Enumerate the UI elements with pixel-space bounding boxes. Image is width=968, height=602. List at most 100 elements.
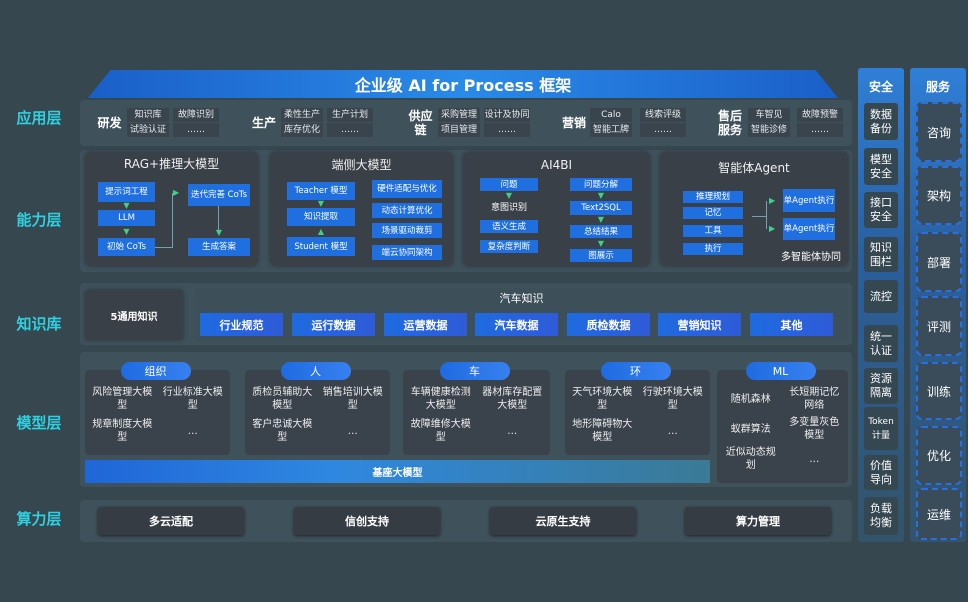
- app-group-label: 生产: [251, 116, 276, 130]
- app-group-label: 供应链: [408, 109, 433, 137]
- app-item: 生产计划: [327, 108, 373, 122]
- model-card: [245, 370, 390, 455]
- service-item: 运维: [916, 488, 962, 540]
- model-item: 销售培训大模型: [322, 387, 383, 411]
- edge-distill-box: 知识提取: [287, 208, 355, 226]
- model-group-header: 人: [280, 362, 351, 380]
- compute-item: 云原生支持: [490, 507, 636, 535]
- knowledge-item: 其他: [750, 313, 833, 336]
- model-item: 随机森林: [730, 393, 771, 405]
- service-item: 部署: [916, 232, 962, 292]
- arrow-right-icon: ▶: [769, 224, 776, 233]
- layer-label-knowledge: 知识库: [16, 314, 62, 333]
- agent-plan-box: 推理规划: [683, 191, 743, 203]
- model-item: …: [187, 425, 198, 437]
- rag-llm-box: LLM: [98, 210, 155, 226]
- app-item: ……: [797, 123, 843, 137]
- connector-line: [155, 247, 173, 248]
- model-item: 蚁群算法: [730, 423, 771, 435]
- ai4bi-title: AI4BI: [540, 158, 573, 172]
- model-item: 客户忠诚大模型: [252, 419, 313, 443]
- app-item: 试验认证: [127, 123, 169, 137]
- security-item: 模型安全: [864, 148, 898, 185]
- model-item: 行业标准大模型: [162, 387, 223, 411]
- knowledge-item: 行业规范: [200, 313, 283, 336]
- model-card: [403, 370, 550, 455]
- model-item: 风险管理大模型: [92, 387, 153, 411]
- app-item: 项目管理: [438, 123, 480, 137]
- model-item: …: [809, 453, 820, 465]
- agent-single1-box: 单Agent执行: [783, 189, 835, 212]
- agent-exec-box: 执行: [683, 243, 743, 255]
- connector-line: [172, 193, 173, 248]
- ai4bi-semantic-box: 语义生成: [480, 220, 538, 233]
- model-item: 规章制度大模型: [92, 419, 153, 443]
- compute-item: 多云适配: [98, 507, 244, 535]
- knowledge-item: 运营数据: [384, 313, 467, 336]
- ai4bi-summary-box: 总结结果: [570, 225, 632, 238]
- layer-label-compute: 算力层: [16, 509, 62, 528]
- app-item: 线索评级: [640, 108, 686, 122]
- knowledge-item: 运行数据: [292, 313, 375, 336]
- arrow-down-icon: ▼: [597, 215, 605, 224]
- agent-multi-label: 多智能体协同: [781, 251, 841, 263]
- model-card: [565, 370, 710, 455]
- agent-tool-box: 工具: [683, 225, 743, 237]
- model-group-header: 环: [600, 362, 671, 380]
- edge-student-box: Student 模型: [287, 237, 355, 256]
- agent-single2-box: 单Agent执行: [783, 218, 835, 240]
- model-item: 地形障碍物大模型: [572, 419, 633, 443]
- model-item: 器材库存配置大模型: [482, 387, 543, 411]
- arrow-down-icon: ▼: [123, 227, 130, 236]
- arrow-down-icon: ▼: [505, 191, 513, 200]
- app-group-label: 营销: [561, 116, 586, 130]
- security-title: 安全: [868, 79, 893, 94]
- security-item: 接口安全: [864, 192, 898, 228]
- rag-prompt-box: 提示词工程: [98, 182, 155, 202]
- arrow-down-icon: ▲: [317, 227, 325, 236]
- arrow-down-icon: ▼: [317, 199, 325, 208]
- title-banner: 企业级 AI for Process 框架: [88, 70, 838, 98]
- model-item: 长短期记忆网络: [789, 387, 840, 411]
- layer-label-app: 应用层: [16, 108, 62, 127]
- app-item: 车智见: [748, 108, 790, 122]
- model-item: 质检员辅助大模型: [252, 387, 313, 411]
- model-group-header: 车: [439, 362, 510, 380]
- app-item: 设计及协同: [484, 108, 530, 122]
- ai4bi-decompose-box: 问题分解: [570, 178, 632, 191]
- edge-teacher-box: Teacher 模型: [287, 182, 355, 200]
- layer-label-ability: 能力层: [16, 210, 62, 229]
- edge-scene-box: 场景驱动裁剪: [372, 223, 442, 238]
- model-item: 天气环境大模型: [572, 387, 633, 411]
- service-item: 优化: [916, 426, 962, 485]
- arrow-down-icon: ▼: [215, 228, 223, 237]
- app-item: 库存优化: [281, 123, 323, 137]
- app-item: ……: [484, 123, 530, 137]
- service-item: 训练: [916, 362, 962, 420]
- agent-memory-box: 记忆: [683, 207, 743, 219]
- edge-cloud-box: 端云协同架构: [372, 245, 442, 260]
- security-item: 负载均衡: [864, 497, 898, 535]
- security-item: Token计量: [864, 407, 898, 450]
- app-item: 智能诊修: [748, 123, 790, 137]
- model-group-header: ML: [745, 362, 816, 380]
- connector-line: [766, 201, 767, 229]
- app-group-label: 售后服务: [717, 109, 742, 137]
- app-item: 知识库: [127, 108, 169, 122]
- rag-init-cots-box: 初始 CoTs: [98, 238, 155, 256]
- security-item: 知识围栏: [864, 237, 898, 272]
- model-item: 行驶环境大模型: [642, 387, 703, 411]
- app-item: 智能工牌: [590, 123, 632, 137]
- service-title: 服务: [925, 79, 950, 94]
- security-item: 价值导向: [864, 455, 898, 490]
- base-model-bar: 基座大模型: [85, 460, 710, 483]
- connector-line: [752, 216, 766, 217]
- app-group-label: 研发: [97, 116, 122, 130]
- arrow-down-icon: ▼: [123, 201, 130, 210]
- ai4bi-question-box: 问题: [480, 178, 538, 191]
- arrow-down-icon: ▼: [597, 239, 605, 248]
- app-item: 故障预警: [797, 108, 843, 122]
- service-item: 架构: [916, 166, 962, 225]
- arrow-right-icon: ▶: [173, 188, 180, 197]
- app-item: 柔性生产: [281, 108, 323, 122]
